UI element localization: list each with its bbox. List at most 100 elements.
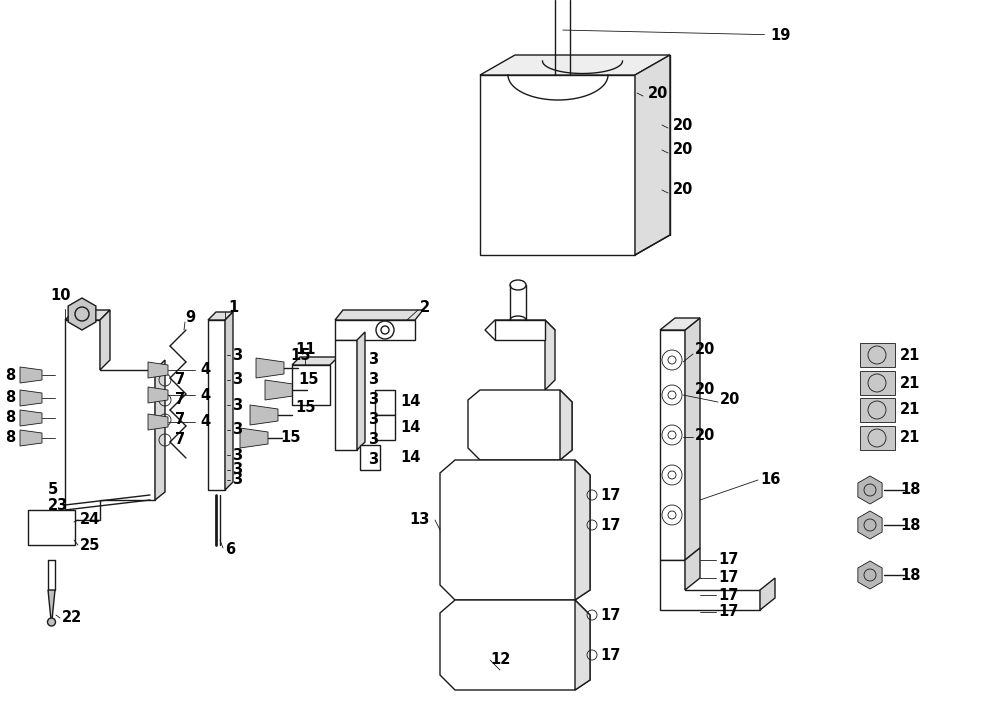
Text: 20: 20 — [720, 393, 740, 407]
Polygon shape — [660, 330, 685, 560]
Text: 3: 3 — [232, 422, 242, 438]
Text: 22: 22 — [62, 611, 82, 625]
Text: 6: 6 — [225, 543, 235, 558]
Polygon shape — [635, 55, 670, 255]
Text: 3: 3 — [368, 432, 378, 448]
Polygon shape — [660, 318, 700, 330]
Text: 20: 20 — [695, 343, 715, 357]
Text: 11: 11 — [295, 343, 316, 357]
Circle shape — [48, 618, 56, 626]
Polygon shape — [860, 426, 895, 450]
Polygon shape — [20, 367, 42, 383]
Text: 21: 21 — [900, 348, 920, 362]
Text: 12: 12 — [490, 653, 510, 668]
Text: 18: 18 — [900, 568, 920, 582]
Polygon shape — [860, 398, 895, 422]
Polygon shape — [65, 320, 155, 520]
Polygon shape — [225, 312, 233, 490]
Text: 5: 5 — [48, 482, 58, 498]
Text: 3: 3 — [232, 348, 242, 362]
Text: 17: 17 — [718, 604, 738, 620]
Polygon shape — [485, 320, 555, 340]
Polygon shape — [256, 358, 284, 378]
Text: 17: 17 — [718, 587, 738, 603]
Text: 17: 17 — [600, 647, 620, 663]
Text: 14: 14 — [400, 419, 420, 434]
Text: 3: 3 — [232, 462, 242, 477]
Polygon shape — [860, 343, 895, 367]
Text: 17: 17 — [718, 570, 738, 585]
Text: 21: 21 — [900, 376, 920, 391]
Text: 3: 3 — [232, 448, 242, 462]
Text: 3: 3 — [368, 393, 378, 407]
Text: 8: 8 — [5, 367, 15, 383]
Polygon shape — [335, 340, 357, 450]
Polygon shape — [660, 560, 760, 610]
Polygon shape — [480, 55, 670, 75]
Text: 18: 18 — [900, 482, 920, 498]
Text: 8: 8 — [5, 410, 15, 426]
Polygon shape — [480, 75, 635, 255]
Text: 17: 17 — [718, 553, 738, 568]
Text: 24: 24 — [80, 513, 100, 527]
Text: 4: 4 — [200, 388, 210, 403]
Text: 20: 20 — [673, 142, 693, 157]
Polygon shape — [858, 561, 882, 589]
Polygon shape — [68, 298, 96, 330]
Text: 20: 20 — [673, 183, 693, 197]
Polygon shape — [685, 548, 700, 590]
Polygon shape — [335, 310, 423, 320]
Text: 7: 7 — [175, 372, 185, 388]
Text: 10: 10 — [50, 288, 70, 302]
Text: 4: 4 — [200, 362, 210, 377]
Polygon shape — [20, 430, 42, 446]
Polygon shape — [575, 600, 590, 690]
Polygon shape — [20, 410, 42, 426]
Polygon shape — [360, 445, 380, 470]
Text: 25: 25 — [80, 537, 100, 553]
Polygon shape — [148, 387, 168, 403]
Text: 1: 1 — [228, 300, 238, 316]
Polygon shape — [250, 405, 278, 425]
Text: 15: 15 — [290, 348, 310, 362]
Text: 7: 7 — [175, 393, 185, 407]
Ellipse shape — [510, 316, 526, 324]
Text: 13: 13 — [410, 513, 430, 527]
Text: 9: 9 — [185, 310, 195, 326]
Text: 3: 3 — [368, 412, 378, 427]
Text: 20: 20 — [673, 118, 693, 133]
Polygon shape — [155, 360, 165, 500]
Text: 21: 21 — [900, 431, 920, 446]
Ellipse shape — [510, 280, 526, 290]
Text: 20: 20 — [695, 427, 715, 443]
Text: 8: 8 — [5, 391, 15, 405]
Polygon shape — [265, 380, 293, 400]
Text: 3: 3 — [232, 398, 242, 412]
Polygon shape — [575, 460, 590, 600]
Text: 17: 17 — [600, 487, 620, 503]
Text: 8: 8 — [5, 431, 15, 446]
Polygon shape — [148, 362, 168, 378]
Polygon shape — [495, 320, 545, 340]
Text: 3: 3 — [368, 352, 378, 367]
Polygon shape — [148, 414, 168, 430]
Text: 20: 20 — [695, 383, 715, 398]
Polygon shape — [375, 415, 395, 440]
Text: 3: 3 — [368, 453, 378, 467]
Text: 21: 21 — [900, 403, 920, 417]
Polygon shape — [292, 357, 338, 365]
Text: 3: 3 — [232, 472, 242, 487]
Polygon shape — [858, 476, 882, 504]
Text: 17: 17 — [600, 608, 620, 623]
Polygon shape — [208, 320, 225, 490]
Polygon shape — [208, 312, 233, 320]
Polygon shape — [357, 332, 365, 450]
Polygon shape — [335, 320, 415, 340]
Text: 7: 7 — [175, 432, 185, 448]
Polygon shape — [65, 310, 110, 320]
Polygon shape — [440, 460, 590, 600]
Text: 19: 19 — [563, 27, 790, 42]
Polygon shape — [48, 590, 55, 620]
Text: 7: 7 — [175, 412, 185, 427]
Polygon shape — [440, 600, 590, 690]
